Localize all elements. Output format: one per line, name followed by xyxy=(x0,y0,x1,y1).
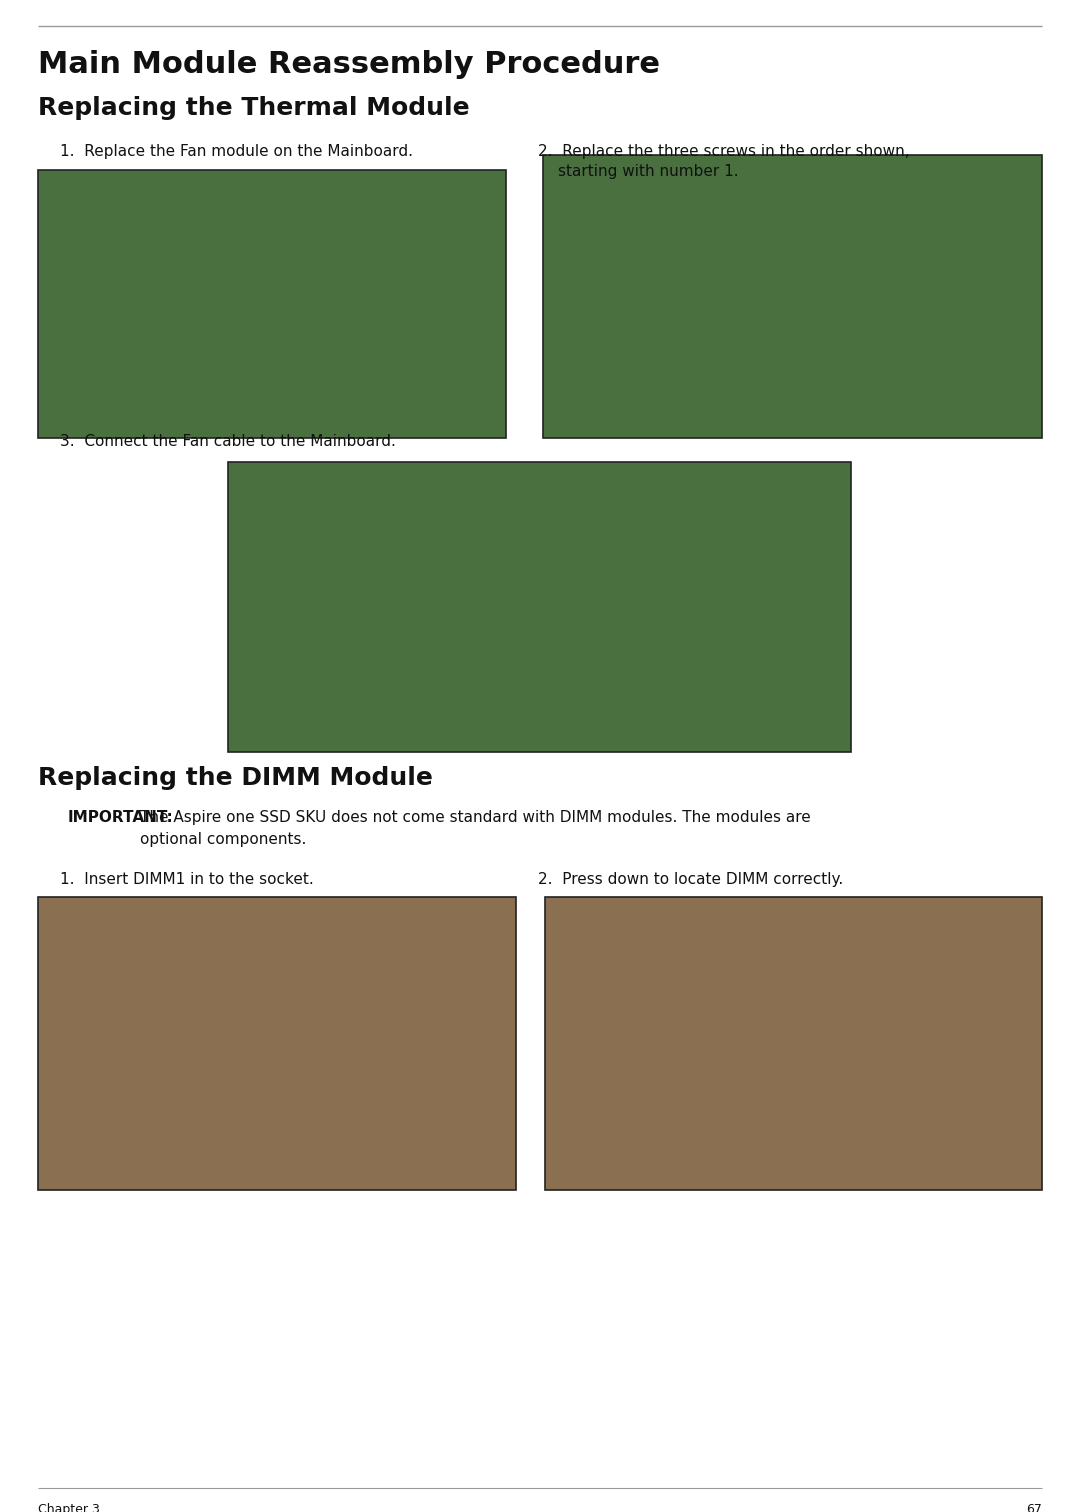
Text: Replacing the Thermal Module: Replacing the Thermal Module xyxy=(38,95,470,119)
Text: 2.  Replace the three screws in the order shown,: 2. Replace the three screws in the order… xyxy=(538,144,909,159)
Text: 2.  Press down to locate DIMM correctly.: 2. Press down to locate DIMM correctly. xyxy=(538,872,843,888)
Text: IMPORTANT:: IMPORTANT: xyxy=(68,810,174,826)
Text: Chapter 3: Chapter 3 xyxy=(38,1503,99,1512)
Text: Main Module Reassembly Procedure: Main Module Reassembly Procedure xyxy=(38,50,660,79)
Text: optional components.: optional components. xyxy=(140,832,307,847)
Text: 1.  Insert DIMM1 in to the socket.: 1. Insert DIMM1 in to the socket. xyxy=(60,872,314,888)
Bar xyxy=(38,169,507,438)
Text: 1.  Replace the Fan module on the Mainboard.: 1. Replace the Fan module on the Mainboa… xyxy=(60,144,413,159)
Bar xyxy=(543,156,1042,438)
Text: starting with number 1.: starting with number 1. xyxy=(558,163,739,178)
Text: 3.  Connect the Fan cable to the Mainboard.: 3. Connect the Fan cable to the Mainboar… xyxy=(60,434,396,449)
Text: 67: 67 xyxy=(1026,1503,1042,1512)
Text: Replacing the DIMM Module: Replacing the DIMM Module xyxy=(38,767,433,789)
Bar xyxy=(228,463,851,751)
Text: The Aspire one SSD SKU does not come standard with DIMM modules. The modules are: The Aspire one SSD SKU does not come sta… xyxy=(140,810,811,826)
Bar xyxy=(545,897,1042,1190)
Bar xyxy=(38,897,516,1190)
